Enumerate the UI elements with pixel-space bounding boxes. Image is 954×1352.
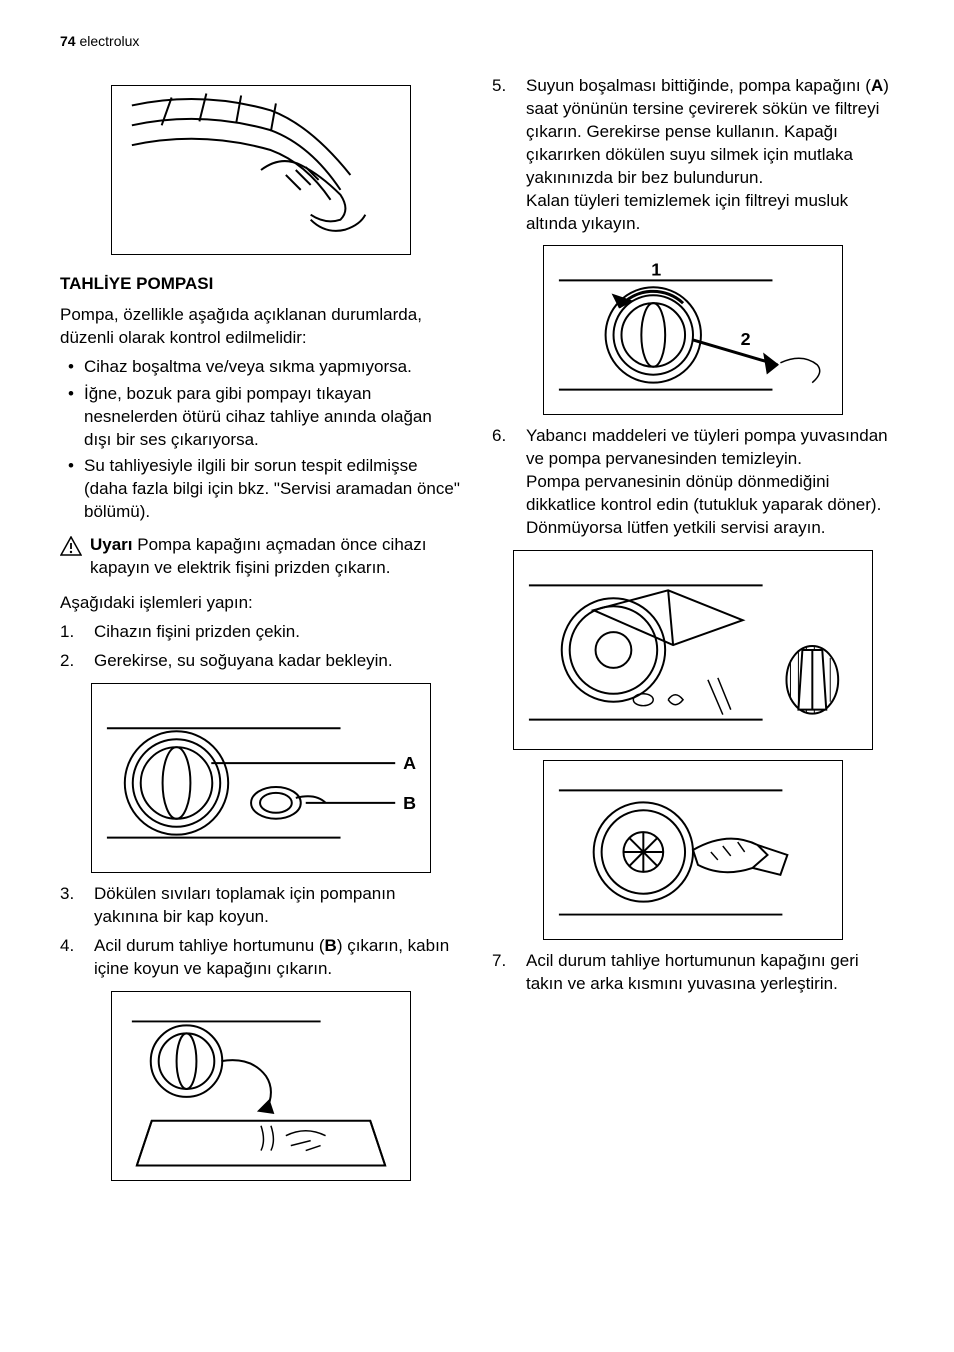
steps-list-3: Suyun boşalması bittiğinde, pompa kapağı…	[492, 75, 894, 236]
step-item: Gerekirse, su soğuyana kadar bekleyin.	[60, 650, 462, 673]
section-title: TAHLİYE POMPASI	[60, 273, 462, 296]
brand-name: electrolux	[79, 33, 139, 49]
warning-icon	[60, 536, 82, 563]
step-item: Cihazın fişini prizden çekin.	[60, 621, 462, 644]
page-header: 74 electrolux	[60, 32, 894, 51]
label-1: 1	[651, 260, 661, 280]
figure-pump-cap-ab: A B	[91, 683, 431, 873]
figure-clean-filter	[513, 550, 873, 750]
warning-block: Uyarı Pompa kapağını açmadan önce cihazı…	[60, 534, 462, 580]
step-item: Yabancı maddeleri ve tüyleri pompa yuvas…	[492, 425, 894, 540]
page-number: 74	[60, 33, 76, 49]
label-2: 2	[741, 329, 751, 349]
steps-list-5: Acil durum tahliye hortumunun kapağını g…	[492, 950, 894, 996]
intro-text: Pompa, özellikle aşağıda açıklanan durum…	[60, 304, 462, 350]
bullet-list: Cihaz boşaltma ve/veya sıkma yapmıyorsa.…	[60, 356, 462, 525]
label-b: B	[403, 793, 416, 813]
bullet-item: İğne, bozuk para gibi pompayı tıkayan ne…	[60, 383, 462, 452]
steps-list-1: Cihazın fişini prizden çekin. Gerekirse,…	[60, 621, 462, 673]
figure-reinstall-hose	[543, 760, 843, 940]
right-column: Suyun boşalması bittiğinde, pompa kapağı…	[492, 75, 894, 1191]
warning-text: Uyarı Pompa kapağını açmadan önce cihazı…	[90, 534, 462, 580]
figure-unscrew-cap: 1 2	[543, 245, 843, 415]
steps-intro: Aşağıdaki işlemleri yapın:	[60, 592, 462, 615]
step-item: Suyun boşalması bittiğinde, pompa kapağı…	[492, 75, 894, 236]
label-a: A	[403, 753, 416, 773]
steps-list-4: Yabancı maddeleri ve tüyleri pompa yuvas…	[492, 425, 894, 540]
step-item: Acil durum tahliye hortumunun kapağını g…	[492, 950, 894, 996]
warning-body: Pompa kapağını açmadan önce cihazı kapay…	[90, 535, 426, 577]
figure-drain-tray	[111, 991, 411, 1181]
left-column: TAHLİYE POMPASI Pompa, özellikle aşağıda…	[60, 75, 462, 1191]
bullet-item: Cihaz boşaltma ve/veya sıkma yapmıyorsa.	[60, 356, 462, 379]
step-item: Acil durum tahliye hortumunu (B) çıkarın…	[60, 935, 462, 981]
figure-door-seal	[111, 85, 411, 255]
bullet-item: Su tahliyesiyle ilgili bir sorun tespit …	[60, 455, 462, 524]
step-item: Dökülen sıvıları toplamak için pompanın …	[60, 883, 462, 929]
warning-label: Uyarı	[90, 535, 133, 554]
steps-list-2: Dökülen sıvıları toplamak için pompanın …	[60, 883, 462, 981]
